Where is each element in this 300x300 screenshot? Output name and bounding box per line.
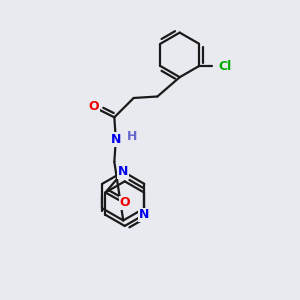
Text: N: N <box>139 208 149 221</box>
Text: N: N <box>118 165 128 178</box>
Text: Cl: Cl <box>218 59 232 73</box>
Text: N: N <box>111 133 121 146</box>
Text: O: O <box>88 100 99 113</box>
Text: H: H <box>127 130 137 143</box>
Text: O: O <box>119 196 130 209</box>
